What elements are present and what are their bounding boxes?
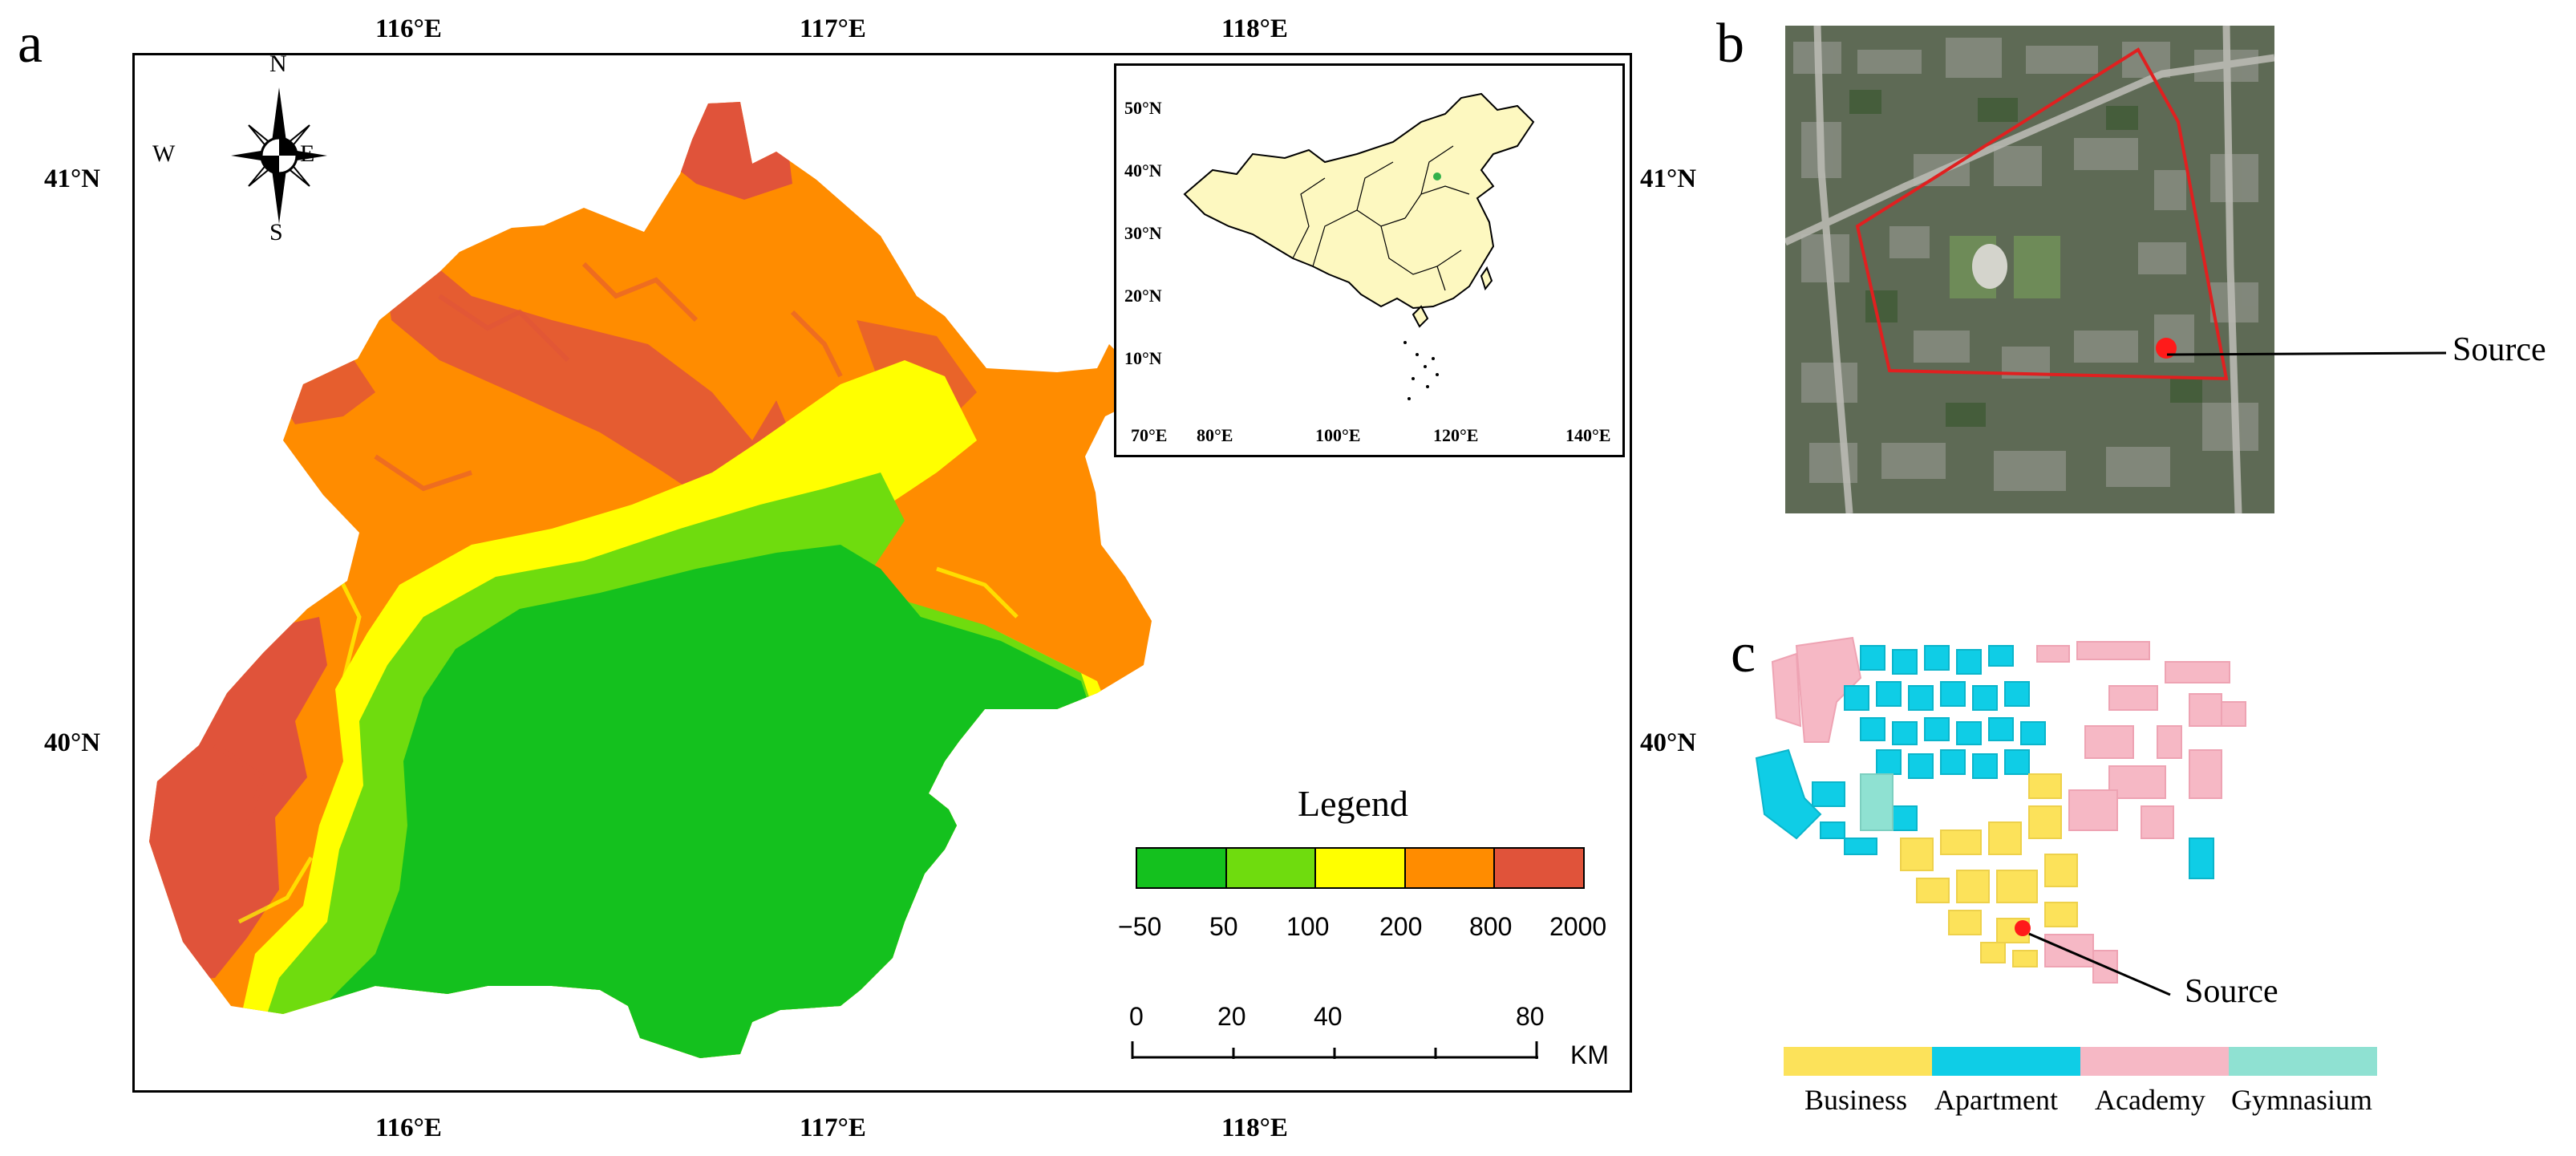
category-label-business: Business bbox=[1804, 1084, 1908, 1116]
category-swatch-apartment bbox=[1932, 1047, 2080, 1076]
compass-w-label: W bbox=[152, 140, 176, 167]
south-china-sea-islands bbox=[1403, 341, 1439, 400]
panel-label-a: a bbox=[18, 13, 43, 75]
stadium bbox=[1972, 244, 2007, 289]
business-buildings bbox=[1900, 773, 2078, 967]
panel-label-c: c bbox=[1731, 623, 1756, 684]
academy-buildings bbox=[1771, 636, 2246, 984]
lon-label-top-118: 118°E bbox=[1221, 14, 1288, 43]
lon-label-bottom-116: 116°E bbox=[375, 1113, 442, 1142]
province-borders bbox=[1292, 145, 1470, 291]
legend-label: 2000 bbox=[1549, 912, 1607, 941]
gymnasium-building bbox=[1860, 773, 1894, 831]
sports-field bbox=[2014, 236, 2060, 298]
lon-label-top-117: 117°E bbox=[800, 14, 866, 43]
inset-lat-tick: 10°N bbox=[1124, 348, 1162, 368]
lon-label-top-116: 116°E bbox=[375, 14, 442, 43]
category-swatch-gymnasium bbox=[2229, 1047, 2377, 1076]
compass-rose bbox=[231, 87, 327, 224]
inset-lon-tick: 80°E bbox=[1197, 425, 1233, 445]
satellite-image bbox=[1785, 26, 2274, 513]
legend-title: Legend bbox=[1298, 783, 1408, 824]
legend-swatch-minus50 bbox=[1137, 849, 1227, 887]
inset-lat-tick: 30°N bbox=[1124, 223, 1162, 243]
panel-label-b: b bbox=[1716, 13, 1744, 75]
category-label-academy: Academy bbox=[2095, 1084, 2205, 1116]
scale-bar bbox=[1131, 1041, 1538, 1059]
elevation-band-2000 bbox=[648, 102, 792, 200]
scale-label: 80 bbox=[1516, 1002, 1545, 1031]
compass-n-label: N bbox=[269, 51, 287, 77]
legend-color-bar bbox=[1136, 847, 1585, 889]
scale-label: 20 bbox=[1217, 1002, 1246, 1031]
legend-label: 100 bbox=[1286, 912, 1330, 941]
map-frame: N S E W Legend −50 50 100 200 800 2000 0… bbox=[132, 51, 1632, 1093]
legend-swatch-100 bbox=[1316, 849, 1406, 887]
source-marker bbox=[2015, 920, 2031, 936]
legend-swatch-50 bbox=[1226, 849, 1317, 887]
inset-lon-tick: 70°E bbox=[1131, 425, 1168, 445]
source-pointer-b bbox=[2166, 351, 2447, 356]
building-3d-model bbox=[1755, 636, 2246, 984]
lat-label-right-40: 40°N bbox=[1640, 728, 1697, 757]
inset-lon-tick: 140°E bbox=[1565, 425, 1611, 445]
scale-unit: KM bbox=[1570, 1040, 1609, 1069]
lat-label-left-40: 40°N bbox=[44, 728, 101, 757]
legend-label: 800 bbox=[1469, 912, 1513, 941]
compass-s-label: S bbox=[269, 219, 283, 245]
legend-label: −50 bbox=[1118, 912, 1162, 941]
category-label-apartment: Apartment bbox=[1934, 1084, 2058, 1116]
compass-e-label: E bbox=[300, 140, 315, 167]
source-label-c: Source bbox=[2185, 973, 2278, 1010]
inset-lat-tick: 50°N bbox=[1124, 98, 1162, 118]
hainan-island bbox=[1412, 305, 1429, 328]
lon-label-bottom-117: 117°E bbox=[800, 1113, 866, 1142]
legend-label: 50 bbox=[1209, 912, 1238, 941]
scale-label: 0 bbox=[1129, 1002, 1144, 1031]
legend-swatch-200 bbox=[1405, 849, 1496, 887]
inset-lon-tick: 100°E bbox=[1315, 425, 1361, 445]
scale-label: 40 bbox=[1314, 1002, 1343, 1031]
apartment-buildings bbox=[1755, 645, 2214, 879]
beijing-elevation-map bbox=[149, 102, 1152, 1058]
china-outline bbox=[1183, 92, 1535, 400]
category-swatch-academy bbox=[2080, 1047, 2229, 1076]
category-color-bar bbox=[1784, 1047, 2377, 1076]
lon-label-bottom-118: 118°E bbox=[1221, 1113, 1288, 1142]
taiwan-island bbox=[1480, 266, 1493, 291]
inset-lat-tick: 20°N bbox=[1124, 286, 1162, 306]
category-label-gymnasium: Gymnasium bbox=[2231, 1084, 2372, 1116]
beijing-marker bbox=[1433, 172, 1441, 180]
source-pointer-c bbox=[2028, 932, 2171, 996]
inset-lat-tick: 40°N bbox=[1124, 160, 1162, 180]
lat-label-left-41: 41°N bbox=[44, 164, 101, 193]
lat-label-right-41: 41°N bbox=[1640, 164, 1697, 193]
legend-label: 200 bbox=[1379, 912, 1423, 941]
inset-lon-tick: 120°E bbox=[1433, 425, 1479, 445]
source-label-b: Source bbox=[2452, 331, 2546, 368]
category-swatch-business bbox=[1784, 1047, 1932, 1076]
legend-swatch-800 bbox=[1495, 849, 1583, 887]
study-area-boundary bbox=[1855, 47, 2229, 381]
china-inset-map: 50°N 40°N 30°N 20°N 10°N 70°E 80°E 100°E… bbox=[1114, 63, 1625, 457]
